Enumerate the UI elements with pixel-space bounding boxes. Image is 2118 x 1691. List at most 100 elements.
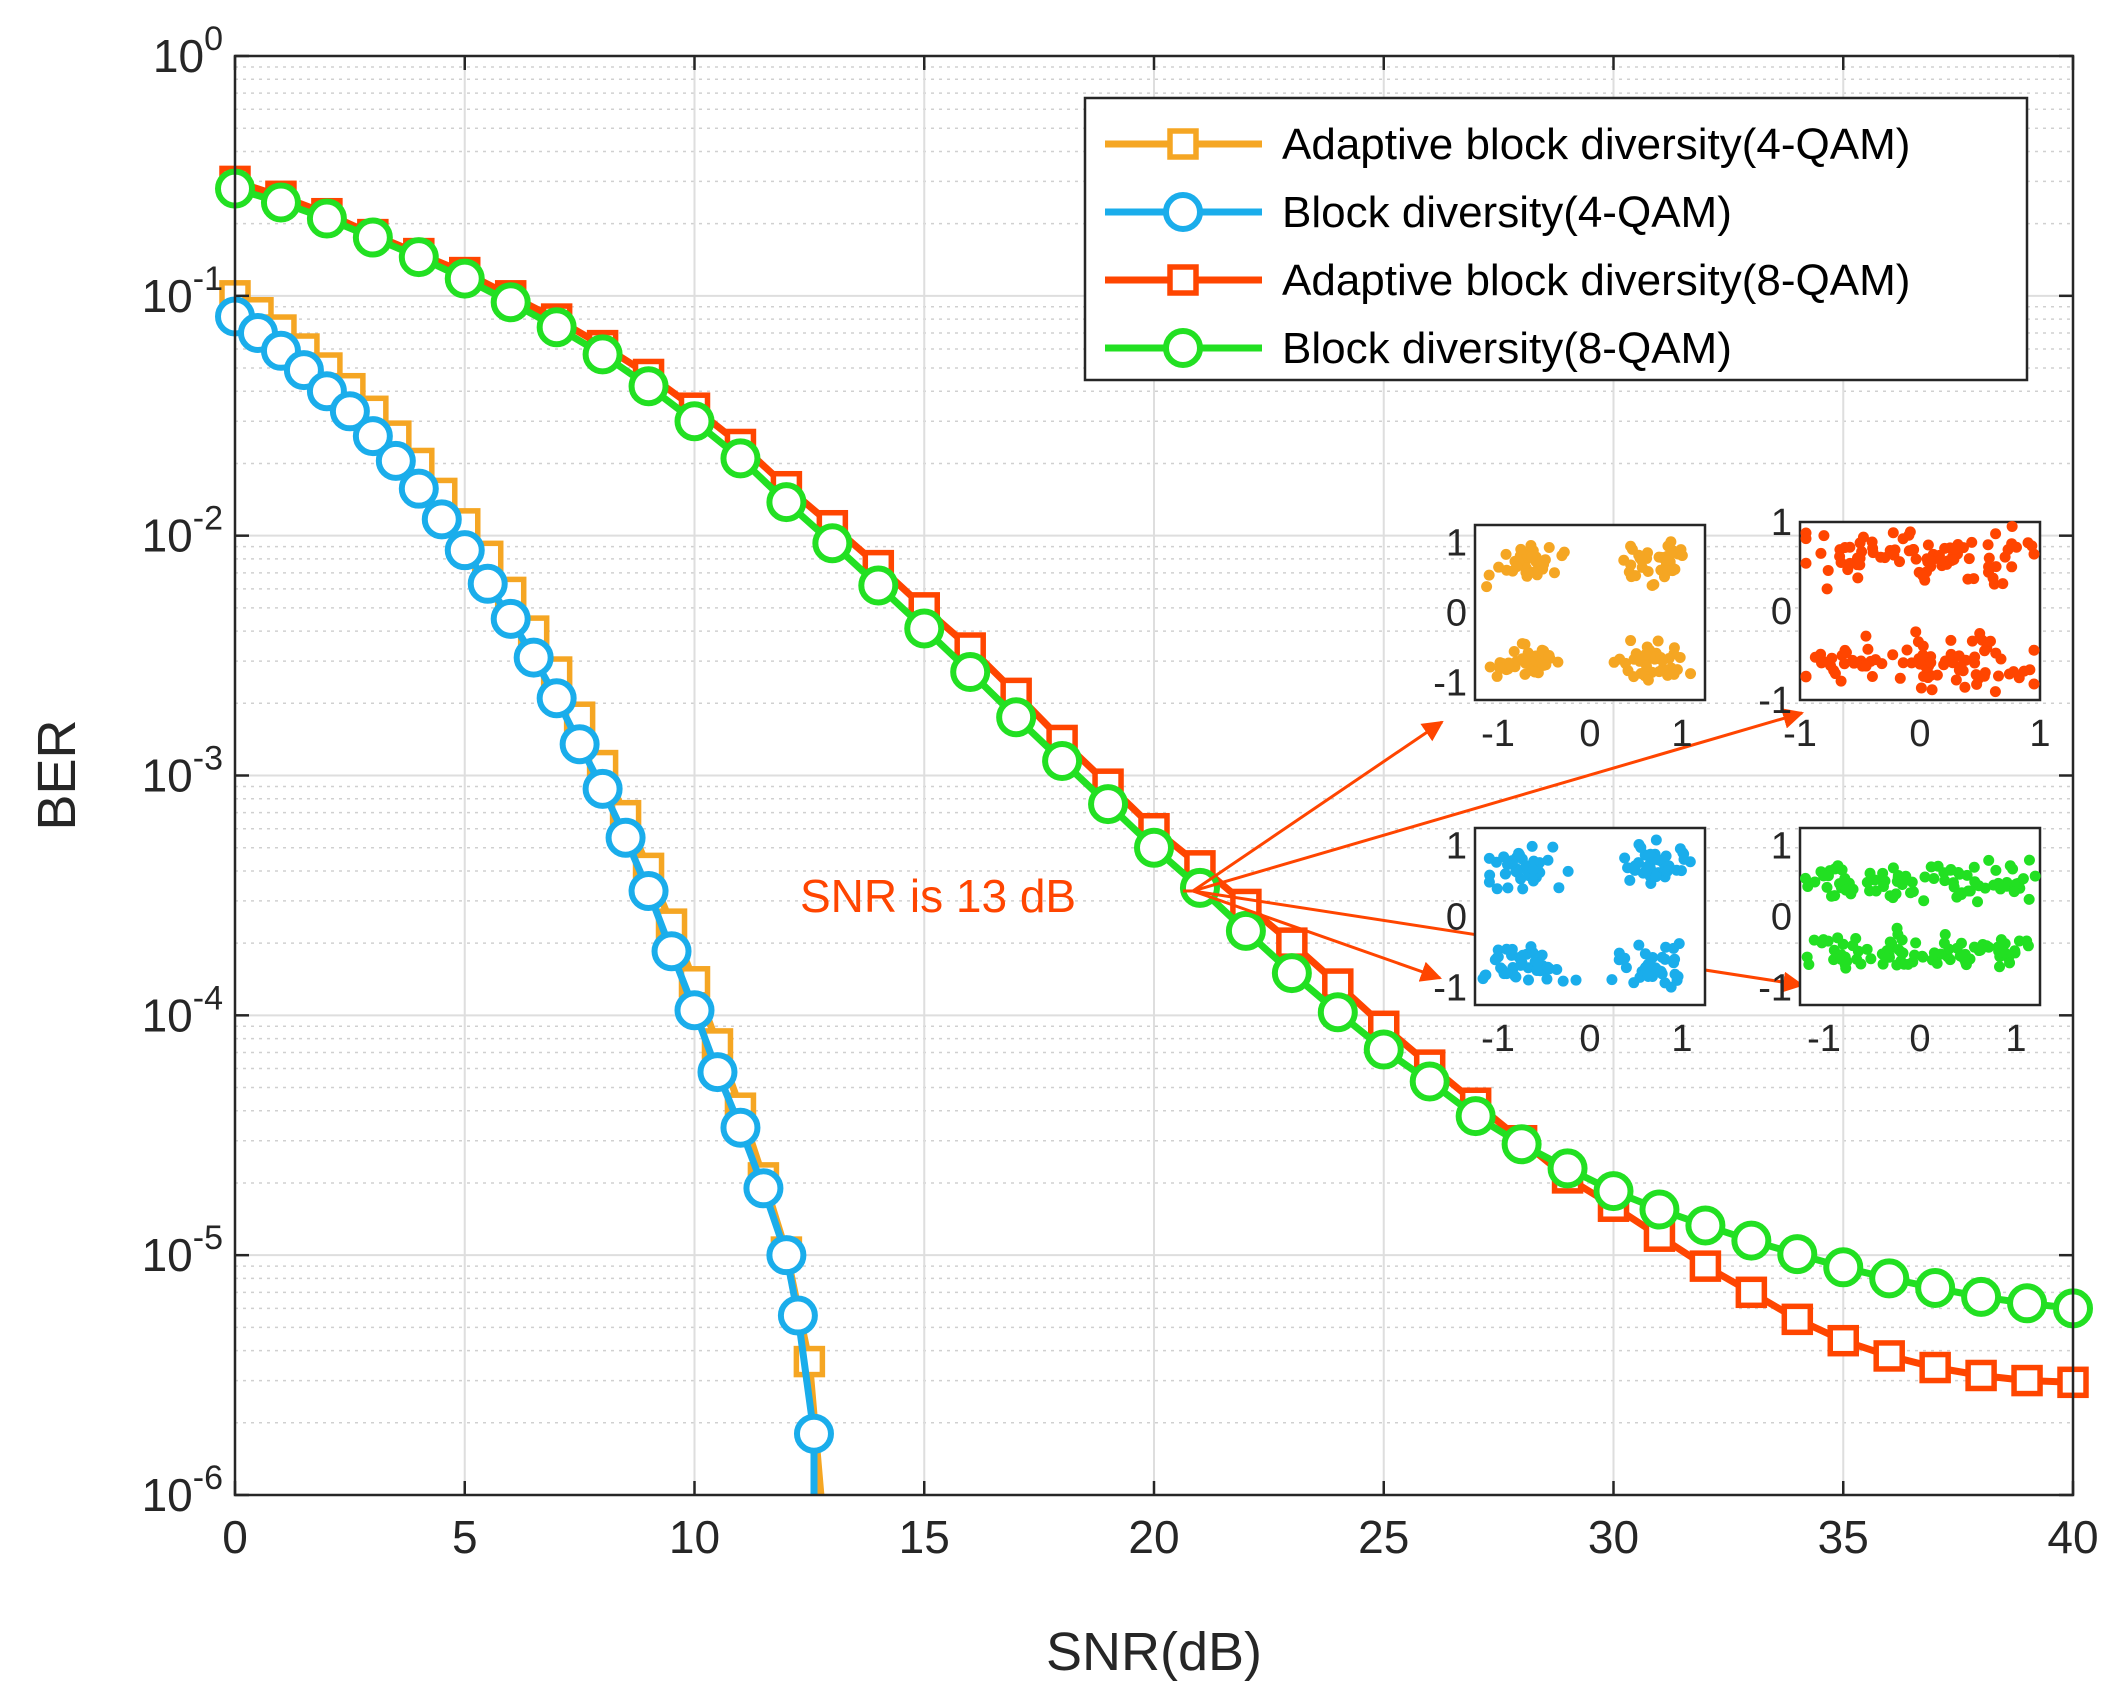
constellation-point	[1669, 953, 1681, 965]
constellation-point	[1829, 890, 1841, 902]
constellation-point	[1959, 681, 1971, 693]
constellation-point	[1661, 865, 1673, 877]
constellation-point	[1928, 872, 1940, 884]
data-point	[674, 401, 715, 442]
y-tick-exponent: 0	[204, 20, 223, 58]
constellation-point	[1910, 937, 1922, 949]
constellation-point	[1841, 955, 1853, 967]
data-point	[444, 258, 485, 299]
constellation-point	[1620, 962, 1632, 974]
inset-x-tick-label: -1	[1481, 1018, 1515, 1060]
constellation-point	[1876, 658, 1888, 670]
data-point	[950, 652, 991, 693]
constellation-point	[1821, 881, 1833, 893]
constellation-point	[1996, 946, 2008, 958]
constellation-point	[1828, 665, 1840, 677]
constellation-point	[1646, 580, 1658, 592]
constellation-point	[1962, 885, 1974, 897]
inset-x-tick-label: 1	[2005, 1018, 2026, 1060]
constellation-point	[1877, 867, 1889, 879]
constellation-point	[1800, 671, 1812, 683]
x-tick-label: 10	[669, 1511, 720, 1563]
data-point	[1042, 740, 1083, 781]
constellation-point	[1953, 650, 1965, 662]
constellation-point	[1653, 854, 1665, 866]
constellation-point	[1835, 675, 1847, 687]
constellation-point	[1570, 974, 1582, 986]
data-point	[375, 440, 416, 481]
data-point	[2007, 1283, 2048, 1324]
constellation-point	[1997, 578, 2009, 590]
annotation-arrow	[1192, 720, 1444, 893]
constellation-point	[1650, 834, 1662, 846]
y-tick-exponent: -3	[193, 740, 223, 778]
data-point	[2011, 1364, 2043, 1397]
constellation-point	[1818, 530, 1830, 542]
constellation-point	[1982, 539, 1994, 551]
constellation-point	[1979, 645, 1991, 657]
x-tick-label: 30	[1588, 1511, 1639, 1563]
constellation-point	[1922, 672, 1934, 684]
y-axis-label: BER	[27, 719, 87, 830]
data-point	[1685, 1205, 1726, 1246]
constellation-point	[1516, 638, 1528, 650]
constellation-point	[1553, 882, 1565, 894]
constellation-point	[1847, 654, 1859, 666]
constellation-point	[1630, 570, 1642, 582]
constellation-point	[1477, 973, 1489, 985]
constellation-point	[1907, 886, 1919, 898]
constellation-point	[1541, 973, 1553, 985]
data-point	[1731, 1220, 1772, 1261]
constellation-point	[1910, 626, 1922, 638]
constellation-point	[1984, 635, 1996, 647]
constellation-point	[1511, 866, 1523, 878]
inset-x-tick-label: -1	[1807, 1018, 1841, 1060]
constellation-point	[1954, 868, 1966, 880]
constellation-point	[1879, 552, 1891, 564]
constellation-point	[1673, 938, 1685, 950]
constellation-point	[1642, 674, 1654, 686]
data-point	[306, 198, 347, 239]
series-layer	[215, 165, 2093, 1496]
inset-x-tick-label: 0	[1579, 713, 1600, 755]
constellation-point	[1803, 958, 1815, 970]
constellation-point	[1661, 555, 1673, 567]
constellation-point	[1491, 670, 1503, 682]
constellation-point	[1958, 952, 1970, 964]
constellation-point	[1800, 533, 1812, 545]
data-point	[352, 416, 393, 457]
x-tick-label: 5	[452, 1511, 478, 1563]
constellation-point	[1640, 648, 1652, 660]
constellation-point	[1880, 952, 1892, 964]
constellation-point	[2028, 678, 2040, 690]
y-tick-exponent: -2	[193, 500, 223, 538]
data-point	[467, 563, 508, 604]
constellation-point	[2010, 541, 2022, 553]
constellation-point	[1498, 851, 1510, 863]
data-point	[777, 1295, 818, 1336]
inset-y-tick-label: 0	[1446, 897, 1467, 939]
constellation-point	[1840, 647, 1852, 659]
series-block-diversity-4-qam	[215, 296, 834, 1495]
legend-swatch-marker	[1163, 192, 1203, 232]
constellation-point	[2004, 957, 2016, 969]
constellation-point	[1983, 561, 1995, 573]
data-point	[1317, 992, 1358, 1033]
constellation-point	[2017, 873, 2029, 885]
data-point	[1777, 1234, 1818, 1275]
constellation-point	[1815, 547, 1827, 559]
data-point	[720, 1107, 761, 1148]
constellation-point	[1939, 655, 1951, 667]
constellation-point	[1867, 542, 1879, 554]
data-point	[490, 598, 531, 639]
constellation-point	[1543, 541, 1555, 553]
constellation-point	[1562, 865, 1574, 877]
constellation-point	[1910, 553, 1922, 565]
constellation-point	[1619, 852, 1631, 864]
constellation-point	[1826, 652, 1838, 664]
constellation-point	[1662, 669, 1674, 681]
inset-y-tick-label: 1	[1771, 502, 1792, 544]
constellation-point	[1511, 561, 1523, 573]
constellation-point	[1501, 968, 1513, 980]
constellation-point	[1855, 958, 1867, 970]
